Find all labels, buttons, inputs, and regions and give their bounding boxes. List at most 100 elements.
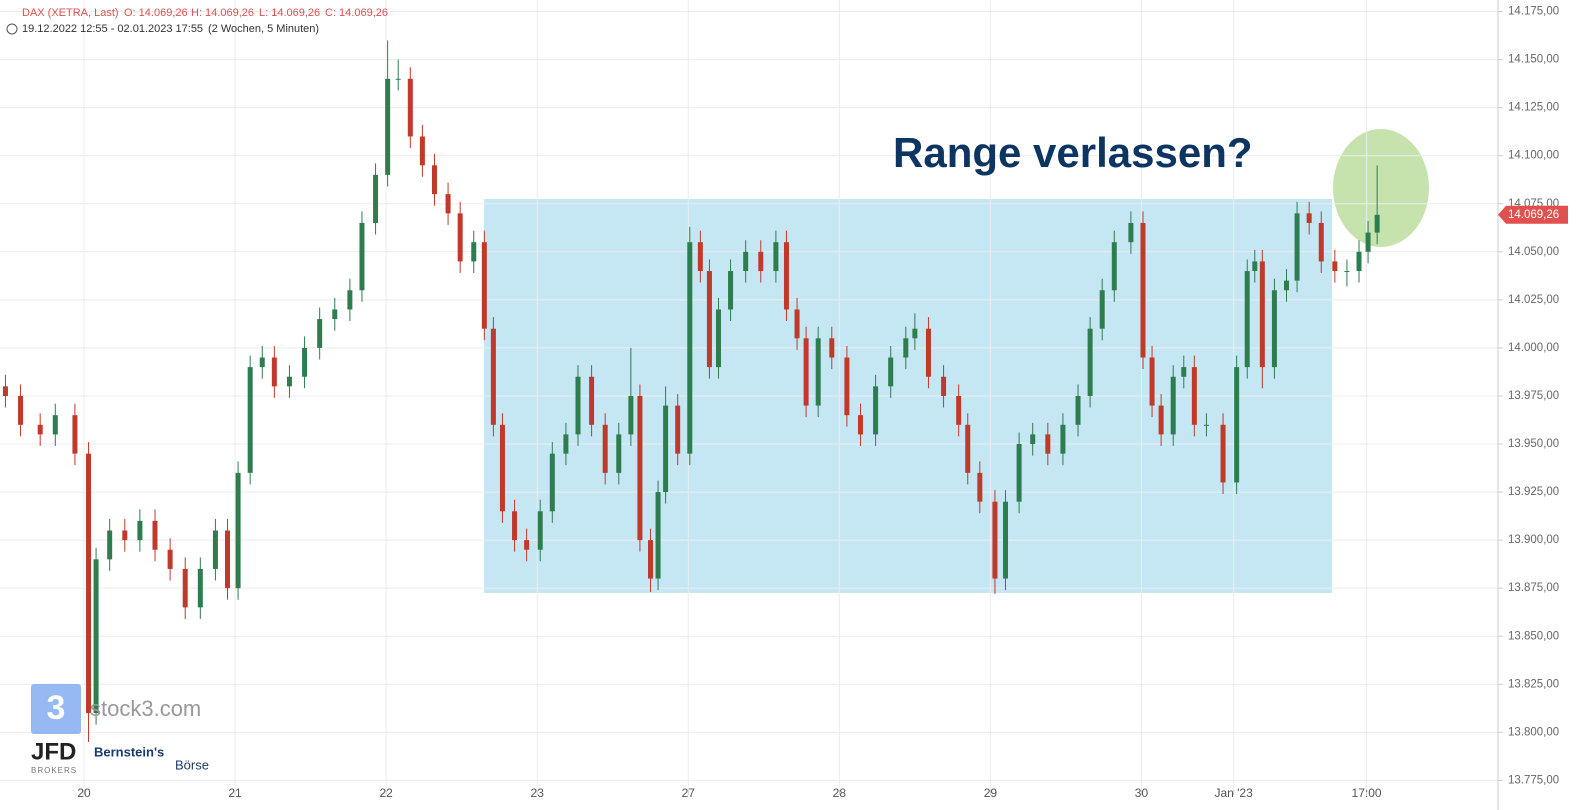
candle-body bbox=[37, 424, 43, 435]
candle-body bbox=[395, 78, 401, 80]
candle-body bbox=[1203, 424, 1209, 426]
candle-body bbox=[829, 338, 835, 358]
candle-body bbox=[247, 367, 253, 473]
y-tick-label: 13.800,00 bbox=[1508, 726, 1559, 738]
candle-body bbox=[1332, 261, 1338, 272]
instrument: DAX (XETRA, Last) bbox=[22, 7, 119, 19]
x-tick-label: Jan '23 bbox=[1214, 786, 1253, 800]
logo-text: Bernstein's bbox=[94, 744, 164, 759]
candle-body bbox=[1271, 290, 1277, 368]
candle-body bbox=[1220, 424, 1226, 483]
candle-body bbox=[137, 520, 143, 541]
candle-body bbox=[773, 242, 779, 272]
candle-body bbox=[1075, 395, 1081, 425]
candle-body bbox=[956, 395, 962, 425]
period: 19.12.2022 12:55 - 02.01.2023 17:55 bbox=[22, 23, 203, 35]
x-tick-label: 21 bbox=[228, 786, 242, 800]
logo-mark: 3 bbox=[47, 689, 66, 727]
candle-body bbox=[347, 290, 353, 310]
candle-body bbox=[152, 520, 158, 550]
candle-body bbox=[758, 251, 764, 272]
x-tick-label: 20 bbox=[77, 786, 91, 800]
interval: (2 Wochen, 5 Minuten) bbox=[208, 23, 319, 35]
y-tick-label: 13.950,00 bbox=[1508, 438, 1559, 450]
ohlc: H: 14.069,26 bbox=[191, 7, 254, 19]
y-tick-label: 14.100,00 bbox=[1508, 150, 1559, 162]
candle-body bbox=[457, 213, 463, 262]
candle-body bbox=[687, 242, 693, 454]
price-tag-label: 14.069,26 bbox=[1508, 209, 1559, 221]
ohlc: C: 14.069,26 bbox=[325, 7, 388, 19]
candle-body bbox=[182, 568, 188, 608]
logo-box bbox=[31, 684, 81, 734]
candle-body bbox=[1128, 222, 1134, 243]
x-tick-label: 27 bbox=[682, 786, 696, 800]
logo-text: stock3.com bbox=[90, 696, 201, 721]
candle-body bbox=[1374, 214, 1380, 233]
candle-body bbox=[743, 251, 749, 272]
candle-body bbox=[1365, 232, 1371, 252]
candle-body bbox=[1306, 213, 1312, 223]
header: DAX (XETRA, Last) O: 14.069,26 H: 14.069… bbox=[6, 7, 388, 35]
candle-body bbox=[499, 424, 505, 512]
candle-body bbox=[317, 319, 323, 348]
candle-body bbox=[637, 395, 643, 541]
candle-body bbox=[648, 540, 654, 579]
candle-body bbox=[431, 165, 437, 195]
candle-body bbox=[373, 174, 379, 223]
candle-body bbox=[52, 415, 58, 435]
candle-body bbox=[86, 453, 92, 714]
candle-body bbox=[873, 386, 879, 435]
y-tick-label: 14.125,00 bbox=[1508, 102, 1559, 114]
candles bbox=[2, 40, 1380, 742]
candle-body bbox=[107, 530, 113, 560]
candle-body bbox=[1030, 434, 1036, 445]
candle-body bbox=[259, 357, 265, 368]
candle-body bbox=[815, 338, 821, 406]
candle-body bbox=[524, 540, 530, 550]
y-tick-label: 14.000,00 bbox=[1508, 342, 1559, 354]
logos: 3 stock3.com JFD BROKERS Bernstein's Bör… bbox=[31, 684, 209, 775]
logo-text: JFD bbox=[31, 738, 76, 765]
logo-text: BROKERS bbox=[31, 766, 77, 775]
candle-body bbox=[1111, 242, 1117, 291]
candle-body bbox=[512, 511, 518, 541]
candle-body bbox=[490, 328, 496, 425]
candle-body bbox=[992, 501, 998, 579]
candle-body bbox=[794, 309, 800, 339]
y-tick-label: 13.825,00 bbox=[1508, 678, 1559, 690]
candle-body bbox=[803, 338, 809, 406]
candle-body bbox=[197, 568, 203, 608]
candle-body bbox=[1234, 367, 1240, 483]
candle-body bbox=[93, 559, 99, 714]
candle-body bbox=[697, 242, 703, 272]
candle-body bbox=[481, 242, 487, 329]
ohlc: O: 14.069,26 bbox=[124, 7, 188, 19]
candle-body bbox=[628, 395, 634, 435]
candle-body bbox=[941, 376, 947, 396]
candle-body bbox=[857, 415, 863, 435]
candle-body bbox=[1284, 280, 1290, 291]
candle-body bbox=[563, 434, 569, 454]
x-tick-label: 22 bbox=[379, 786, 393, 800]
candle-body bbox=[903, 338, 909, 358]
candle-body bbox=[616, 434, 622, 473]
y-tick-label: 14.150,00 bbox=[1508, 54, 1559, 66]
candle-body bbox=[549, 453, 555, 512]
candle-body bbox=[419, 136, 425, 166]
candle-body bbox=[225, 530, 231, 589]
y-tick-label: 13.975,00 bbox=[1508, 390, 1559, 402]
candle-body bbox=[1181, 367, 1187, 377]
candle-body bbox=[844, 357, 850, 416]
candle-body bbox=[2, 386, 8, 396]
x-tick-label: 17:00 bbox=[1352, 786, 1382, 800]
candle-body bbox=[1045, 434, 1051, 454]
candle-body bbox=[1158, 405, 1164, 435]
y-tick-label: 14.175,00 bbox=[1508, 6, 1559, 18]
price-tag bbox=[1498, 205, 1568, 224]
candle-body bbox=[663, 405, 669, 493]
y-tick-label: 13.900,00 bbox=[1508, 534, 1559, 546]
candle-body bbox=[471, 242, 477, 262]
candle-body bbox=[1170, 376, 1176, 435]
y-tick-label: 14.050,00 bbox=[1508, 246, 1559, 258]
